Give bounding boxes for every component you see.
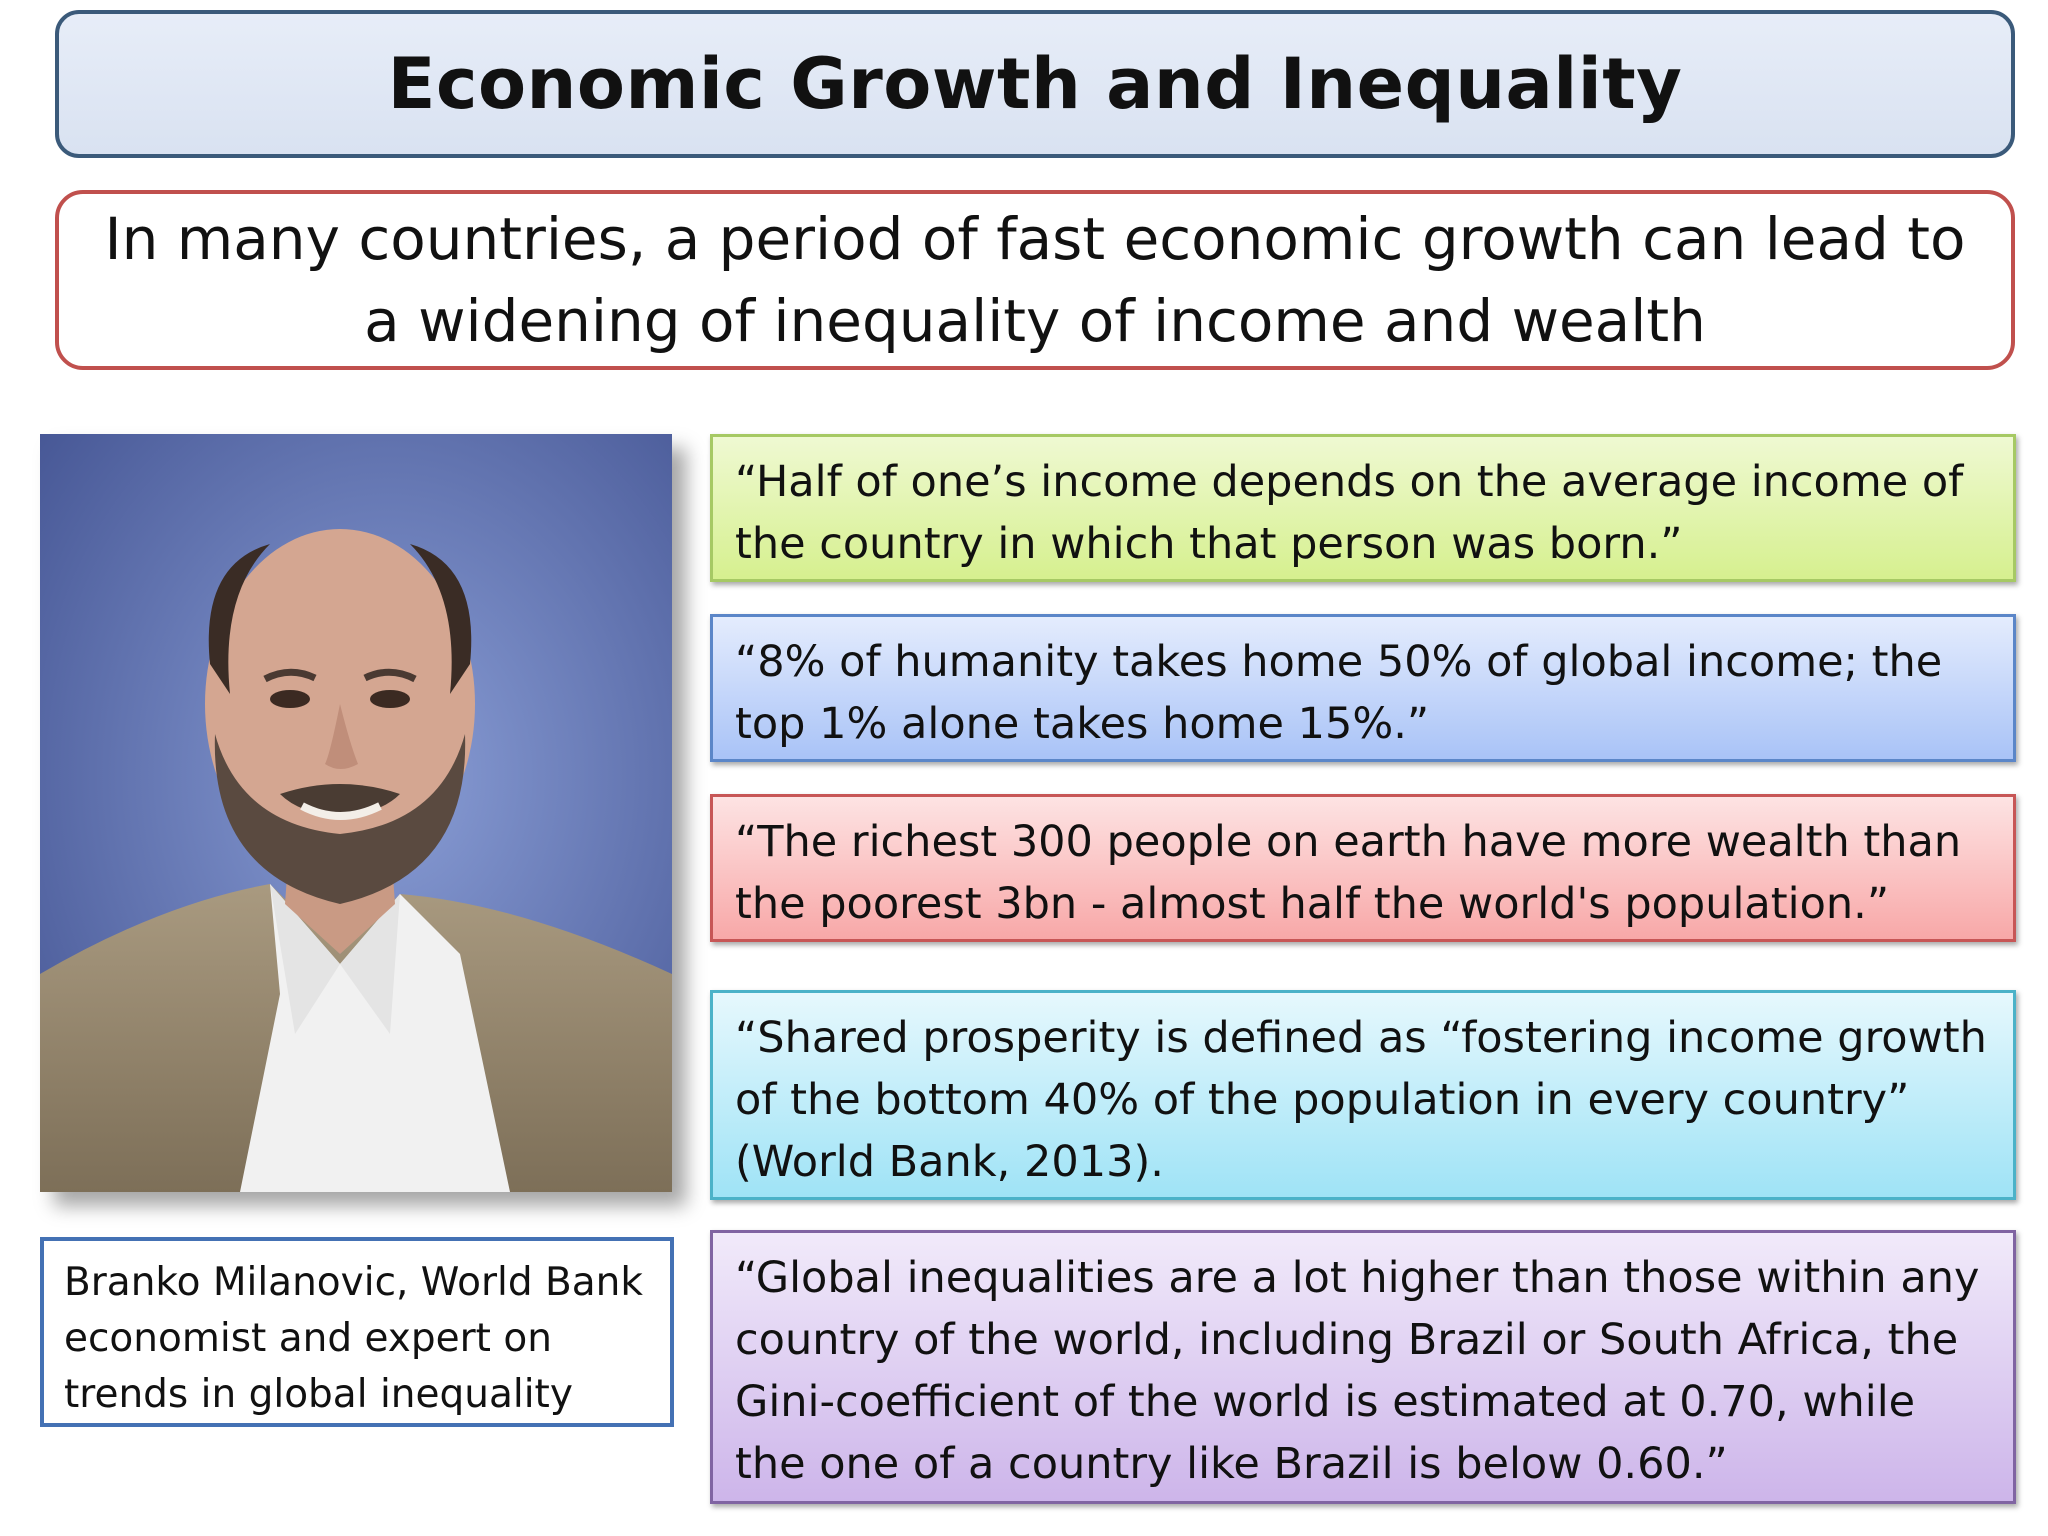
portrait-caption: Branko Milanovic, World Bank economist a… xyxy=(40,1237,674,1427)
portrait-photo xyxy=(40,434,672,1192)
quote-box-richest-300: “The richest 300 people on earth have mo… xyxy=(710,794,2016,942)
slide-title-box: Economic Growth and Inequality xyxy=(55,10,2015,158)
slide-title: Economic Growth and Inequality xyxy=(387,43,1683,125)
quote-box-global-income-share: “8% of humanity takes home 50% of global… xyxy=(710,614,2016,762)
quote-box-gini-coefficient: “Global inequalities are a lot higher th… xyxy=(710,1230,2016,1504)
quote-box-shared-prosperity: “Shared prosperity is defined as “foster… xyxy=(710,990,2016,1200)
quote-box-income-birthplace: “Half of one’s income depends on the ave… xyxy=(710,434,2016,582)
intro-statement: In many countries, a period of fast econ… xyxy=(55,190,2015,370)
